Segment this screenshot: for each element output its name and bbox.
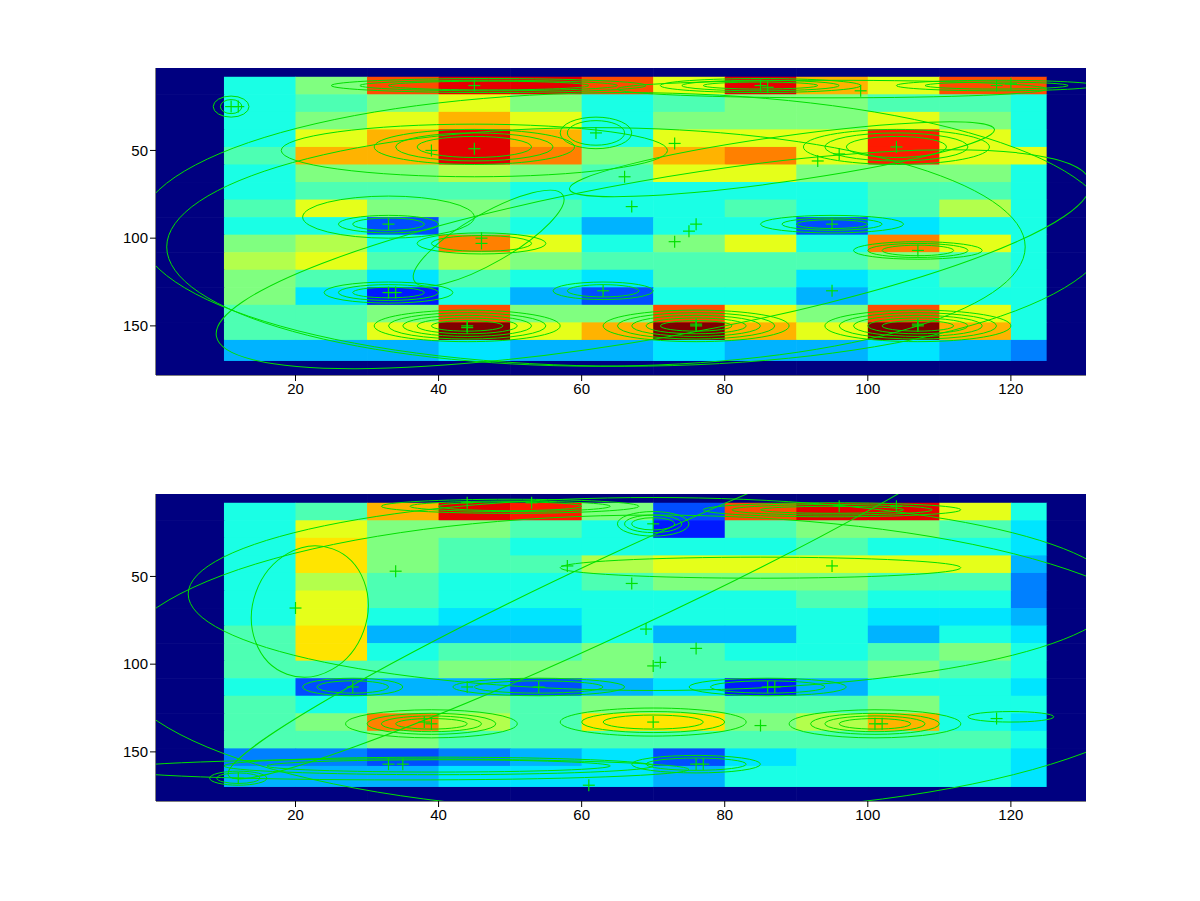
svg-text:40: 40	[430, 806, 447, 823]
svg-text:50: 50	[131, 568, 148, 585]
svg-text:150: 150	[123, 743, 148, 760]
svg-text:100: 100	[123, 229, 148, 246]
svg-text:20: 20	[287, 806, 304, 823]
svg-text:100: 100	[855, 380, 880, 397]
svg-text:150: 150	[123, 317, 148, 334]
svg-text:20: 20	[287, 380, 304, 397]
svg-text:60: 60	[573, 380, 590, 397]
svg-text:80: 80	[716, 806, 733, 823]
svg-text:80: 80	[716, 380, 733, 397]
svg-text:60: 60	[573, 806, 590, 823]
svg-text:120: 120	[998, 806, 1023, 823]
svg-text:100: 100	[855, 806, 880, 823]
svg-text:100: 100	[123, 655, 148, 672]
svg-text:120: 120	[998, 380, 1023, 397]
svg-text:50: 50	[131, 142, 148, 159]
svg-text:40: 40	[430, 380, 447, 397]
